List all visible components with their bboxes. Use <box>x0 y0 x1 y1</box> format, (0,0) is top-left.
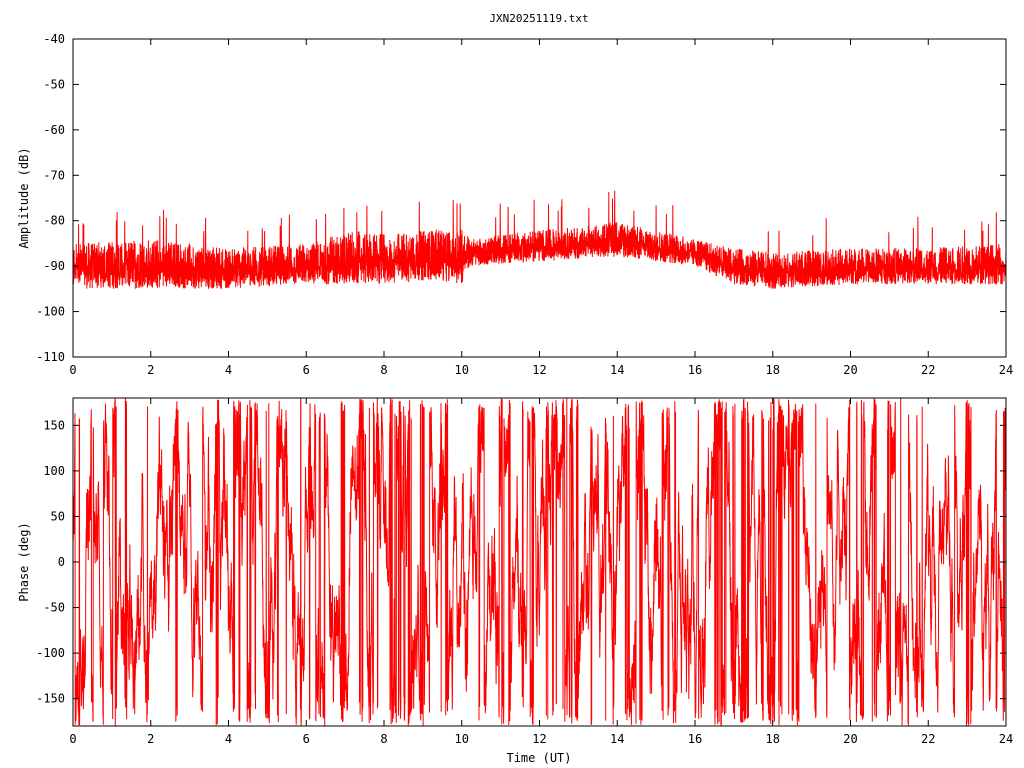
amplitude-y-tick-label: -80 <box>43 214 65 228</box>
phase-x-tick-label: 8 <box>380 732 387 746</box>
amplitude-x-tick-label: 6 <box>303 363 310 377</box>
phase-x-tick-label: 14 <box>610 732 624 746</box>
amplitude-x-tick-label: 22 <box>921 363 935 377</box>
phase-x-tick-label: 18 <box>766 732 780 746</box>
phase-x-tick-label: 20 <box>843 732 857 746</box>
amplitude-y-tick-label: -70 <box>43 168 65 182</box>
amplitude-x-tick-label: 14 <box>610 363 624 377</box>
amplitude-x-tick-label: 20 <box>843 363 857 377</box>
phase-y-tick-label: -50 <box>43 601 65 615</box>
phase-y-tick-label: 50 <box>51 509 65 523</box>
amplitude-y-tick-label: -40 <box>43 32 65 46</box>
amplitude-x-tick-label: 24 <box>999 363 1013 377</box>
amplitude-x-tick-label: 12 <box>532 363 546 377</box>
amplitude-panel: -40-50-60-70-80-90-100-110 0 2 4 6 8 10 12 14 16… <box>17 32 1013 377</box>
phase-y-tick-label: 0 <box>58 555 65 569</box>
phase-tick-marks <box>72 398 1007 726</box>
phase-y-tick-label: 100 <box>43 464 65 478</box>
amplitude-x-tick-label: 0 <box>69 363 76 377</box>
amplitude-tick-marks <box>72 38 1007 358</box>
amplitude-series-line <box>72 190 1007 289</box>
phase-y-tick-label: -150 <box>36 692 65 706</box>
amplitude-y-tick-labels: -40 -50 -60 -70 -80 -90 -100 -110 <box>36 32 65 364</box>
amplitude-x-tick-label: 8 <box>380 363 387 377</box>
amplitude-x-tick-label: 16 <box>688 363 702 377</box>
phase-x-tick-label: 4 <box>225 732 232 746</box>
phase-x-tick-label: 10 <box>455 732 469 746</box>
amplitude-y-tick-label: -110 <box>36 350 65 364</box>
phase-series-line <box>72 397 1007 726</box>
phase-y-tick-label: -100 <box>36 646 65 660</box>
amplitude-x-tick-label: 4 <box>225 363 232 377</box>
amplitude-y-tick-label: -50 <box>43 77 65 91</box>
phase-y-axis-label: Phase (deg) <box>17 522 31 601</box>
phase-x-tick-label: 0 <box>69 732 76 746</box>
chart-title: JXN20251119.txt <box>489 12 588 25</box>
phase-y-tick-label: 150 <box>43 418 65 432</box>
x-axis-label: Time (UT) <box>506 751 571 765</box>
phase-x-tick-label: 12 <box>532 732 546 746</box>
amplitude-y-tick-label: -90 <box>43 259 65 273</box>
amplitude-y-tick-label: -60 <box>43 123 65 137</box>
phase-x-tick-label: 16 <box>688 732 702 746</box>
phase-x-tick-labels: 0 2 4 6 8 10 12 14 16 18 20 22 24 <box>69 732 1013 746</box>
amplitude-plot-frame <box>72 38 1007 358</box>
amplitude-x-tick-labels: 0 2 4 6 8 10 12 14 16 18 20 22 24 <box>69 363 1013 377</box>
amplitude-y-tick-label: -100 <box>36 305 65 319</box>
amplitude-x-tick-label: 2 <box>147 363 154 377</box>
amplitude-x-tick-label: 18 <box>766 363 780 377</box>
phase-y-tick-labels: 150 100 50 0 -50 -100 -150 <box>36 418 65 705</box>
phase-x-tick-label: 6 <box>303 732 310 746</box>
amplitude-x-tick-label: 10 <box>455 363 469 377</box>
phase-x-tick-label: 24 <box>999 732 1013 746</box>
phase-x-tick-label: 22 <box>921 732 935 746</box>
phase-x-tick-label: 2 <box>147 732 154 746</box>
amplitude-y-axis-label: Amplitude (dB) <box>17 147 31 248</box>
